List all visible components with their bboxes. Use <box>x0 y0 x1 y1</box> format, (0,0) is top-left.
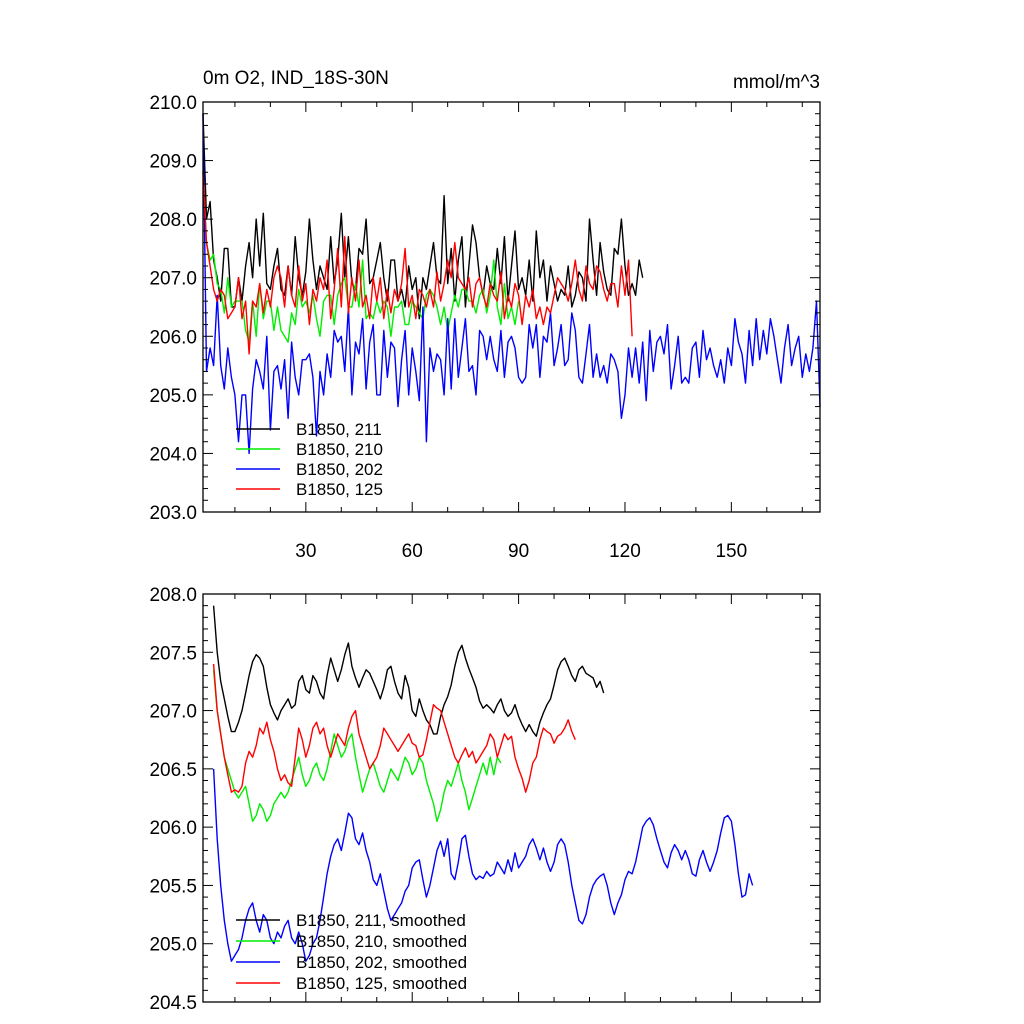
top-plot-lines <box>202 113 821 455</box>
top-plot-panel: 0m O2, IND_18S-30N mmol/m^3 203.0204.020… <box>149 68 821 562</box>
bottom-plot-lines <box>212 605 754 962</box>
top-plot-units: mmol/m^3 <box>733 72 820 93</box>
top-ytick-label: 206.0 <box>149 327 197 348</box>
top-series-line-b1850-125 <box>202 172 633 355</box>
top-xtick-label: 120 <box>609 541 641 562</box>
top-legend-label-b1850-125: B1850, 125 <box>296 480 383 499</box>
bottom-series-line-b1850-211-smoothed <box>212 605 605 737</box>
bottom-ytick-label: 208.0 <box>149 585 197 606</box>
top-ytick-label: 204.0 <box>149 444 197 465</box>
bottom-series-line-b1850-210-smoothed <box>212 669 502 822</box>
bottom-ytick-label: 205.5 <box>149 876 197 897</box>
bottom-plot-frame <box>202 593 821 1003</box>
top-plot-title: 0m O2, IND_18S-30N <box>203 68 389 89</box>
top-xtick-label: 90 <box>508 541 529 562</box>
top-ytick-label: 208.0 <box>149 210 197 231</box>
bottom-series-line-b1850-125-smoothed <box>212 663 576 793</box>
top-ytick-label: 207.0 <box>149 269 197 290</box>
top-ytick-label: 209.0 <box>149 152 197 173</box>
bottom-plot-legend: B1850, 211, smoothed B1850, 210, smoothed… <box>236 911 467 993</box>
top-ytick-label: 203.0 <box>149 503 197 524</box>
top-xtick-label: 30 <box>295 541 316 562</box>
bottom-legend-label-b1850-202-smoothed: B1850, 202, smoothed <box>296 953 467 972</box>
top-plot-frame <box>202 101 821 513</box>
bottom-legend-label-b1850-125-smoothed: B1850, 125, smoothed <box>296 974 467 993</box>
bottom-ytick-label: 207.0 <box>149 702 197 723</box>
bottom-plot-axes: 204.5 205.0 205.5 206.0 206.5 207.0 207.5 208.0 <box>149 585 820 1014</box>
bottom-plot-panel: 204.5 205.0 205.5 206.0 206.5 207.0 207.5 208.0… <box>149 585 821 1014</box>
bottom-series-line-b1850-202-smoothed <box>212 768 754 962</box>
top-ytick-label: 210.0 <box>149 93 197 114</box>
top-ytick-label: 205.0 <box>149 386 197 407</box>
top-xtick-label: 60 <box>402 541 423 562</box>
bottom-ytick-label: 204.5 <box>149 993 197 1014</box>
top-plot-axes: 203.0 204.0 205.0 206.0 207.0 208.0 209.0 210.0… <box>149 93 820 562</box>
bottom-ytick-label: 207.5 <box>149 643 197 664</box>
bottom-legend-label-b1850-211-smoothed: B1850, 211, smoothed <box>296 911 466 930</box>
top-legend-label-b1850-202: B1850, 202 <box>296 460 383 479</box>
top-xtick-label: 150 <box>715 541 747 562</box>
top-series-line-b1850-211 <box>202 113 644 320</box>
top-legend-label-b1850-210: B1850, 210 <box>296 440 383 459</box>
top-series-line-b1850-202 <box>202 113 821 455</box>
top-legend-label-b1850-211: B1850, 211 <box>296 420 382 439</box>
bottom-ytick-label: 205.0 <box>149 935 197 956</box>
bottom-ytick-label: 206.5 <box>149 760 197 781</box>
bottom-ytick-label: 206.0 <box>149 818 197 839</box>
bottom-legend-label-b1850-210-smoothed: B1850, 210, smoothed <box>296 932 467 951</box>
